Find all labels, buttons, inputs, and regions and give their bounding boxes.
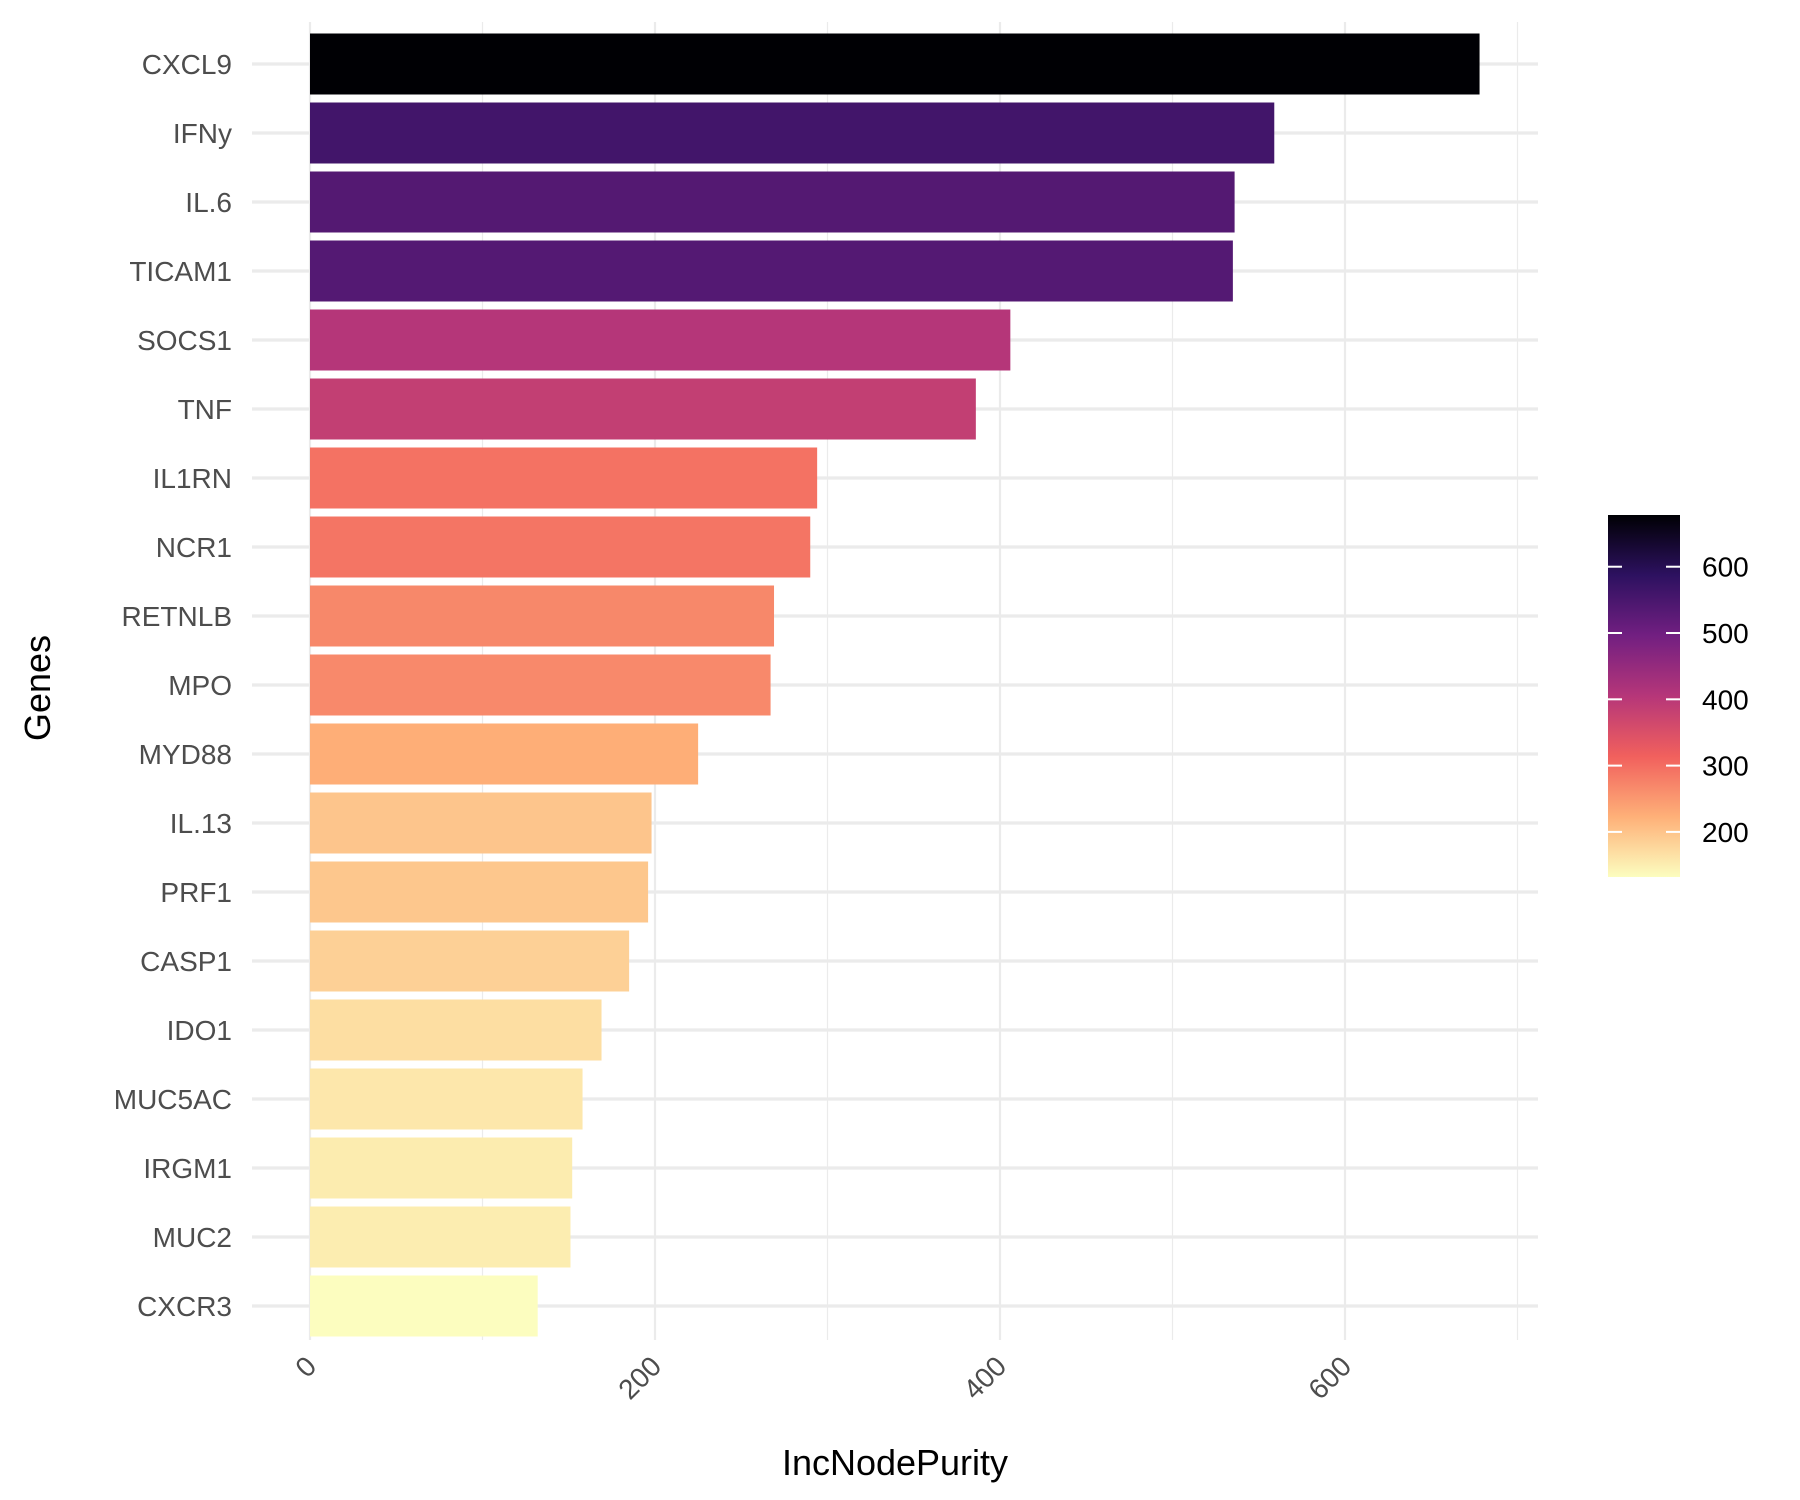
bar xyxy=(310,861,649,923)
bar xyxy=(310,33,1480,95)
bar xyxy=(310,930,630,992)
color-legend: 200 300 400 500 600 xyxy=(1608,515,1749,877)
bar xyxy=(310,171,1235,233)
x-tick-label: 600 xyxy=(1302,1350,1357,1405)
bar xyxy=(310,516,811,578)
colorbar xyxy=(1608,515,1680,877)
x-axis-title: IncNodePurity xyxy=(782,1442,1008,1483)
x-tick-labels: 0 200 400 600 xyxy=(289,1350,1357,1405)
colorbar-label: 600 xyxy=(1702,552,1749,583)
bar xyxy=(310,654,771,716)
bar xyxy=(310,1206,571,1268)
y-tick-label: MUC5AC xyxy=(114,1084,232,1115)
y-tick-label: IL.6 xyxy=(185,187,232,218)
y-tick-label: MUC2 xyxy=(153,1222,232,1253)
colorbar-label: 400 xyxy=(1702,684,1749,715)
x-tick-label: 200 xyxy=(612,1350,667,1405)
y-tick-label: CXCL9 xyxy=(142,49,232,80)
bar xyxy=(310,999,602,1061)
bar xyxy=(310,1275,538,1337)
y-tick-label: NCR1 xyxy=(156,532,232,563)
colorbar-label: 200 xyxy=(1702,817,1749,848)
y-tick-label: MYD88 xyxy=(139,739,232,770)
bar xyxy=(310,240,1233,302)
y-tick-label: IL1RN xyxy=(153,463,232,494)
colorbar-label: 300 xyxy=(1702,751,1749,782)
y-axis-title: Genes xyxy=(17,635,58,741)
colorbar-label: 500 xyxy=(1702,618,1749,649)
x-tick-label: 400 xyxy=(957,1350,1012,1405)
bar xyxy=(310,447,818,509)
x-tick-label: 0 xyxy=(289,1350,322,1383)
y-tick-label: MPO xyxy=(168,670,232,701)
y-tick-label: IRGM1 xyxy=(143,1153,232,1184)
bar xyxy=(310,1068,583,1130)
bar xyxy=(310,585,775,647)
bar xyxy=(310,378,976,440)
y-tick-label: TNF xyxy=(178,394,232,425)
bar xyxy=(310,792,652,854)
bar xyxy=(310,309,1011,371)
bar xyxy=(310,723,699,785)
y-tick-label: IFNy xyxy=(173,118,232,149)
bars xyxy=(310,33,1480,1337)
y-tick-label: IDO1 xyxy=(167,1015,232,1046)
y-tick-label: TICAM1 xyxy=(129,256,232,287)
y-tick-labels: CXCL9 IFNy IL.6 TICAM1 SOCS1 TNF IL1RN NCR1 RETN… xyxy=(114,49,232,1322)
y-tick-label: SOCS1 xyxy=(137,325,232,356)
y-tick-label: CASP1 xyxy=(140,946,232,977)
y-tick-label: PRF1 xyxy=(160,877,232,908)
y-tick-label: CXCR3 xyxy=(137,1291,232,1322)
bar xyxy=(310,1137,573,1199)
bar xyxy=(310,102,1275,164)
y-tick-label: RETNLB xyxy=(122,601,232,632)
y-tick-label: IL.13 xyxy=(170,808,232,839)
